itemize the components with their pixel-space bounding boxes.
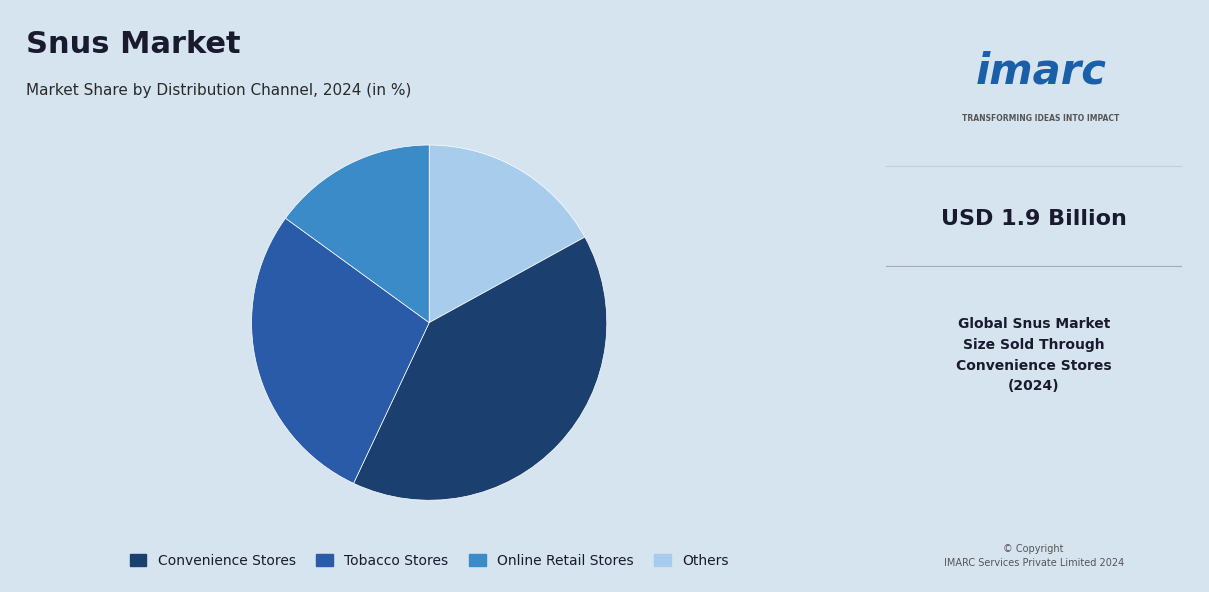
Text: imarc: imarc (976, 50, 1106, 92)
Text: © Copyright
IMARC Services Private Limited 2024: © Copyright IMARC Services Private Limit… (943, 545, 1124, 568)
Text: TRANSFORMING IDEAS INTO IMPACT: TRANSFORMING IDEAS INTO IMPACT (962, 114, 1120, 123)
Text: Market Share by Distribution Channel, 2024 (in %): Market Share by Distribution Channel, 20… (25, 83, 411, 98)
Wedge shape (429, 145, 585, 323)
Text: USD 1.9 Billion: USD 1.9 Billion (941, 209, 1127, 229)
Text: Snus Market: Snus Market (25, 30, 241, 59)
Wedge shape (285, 145, 429, 323)
Wedge shape (353, 237, 607, 500)
Legend: Convenience Stores, Tobacco Stores, Online Retail Stores, Others: Convenience Stores, Tobacco Stores, Onli… (125, 548, 734, 573)
Text: Global Snus Market
Size Sold Through
Convenience Stores
(2024): Global Snus Market Size Sold Through Con… (956, 317, 1111, 393)
Wedge shape (251, 218, 429, 483)
